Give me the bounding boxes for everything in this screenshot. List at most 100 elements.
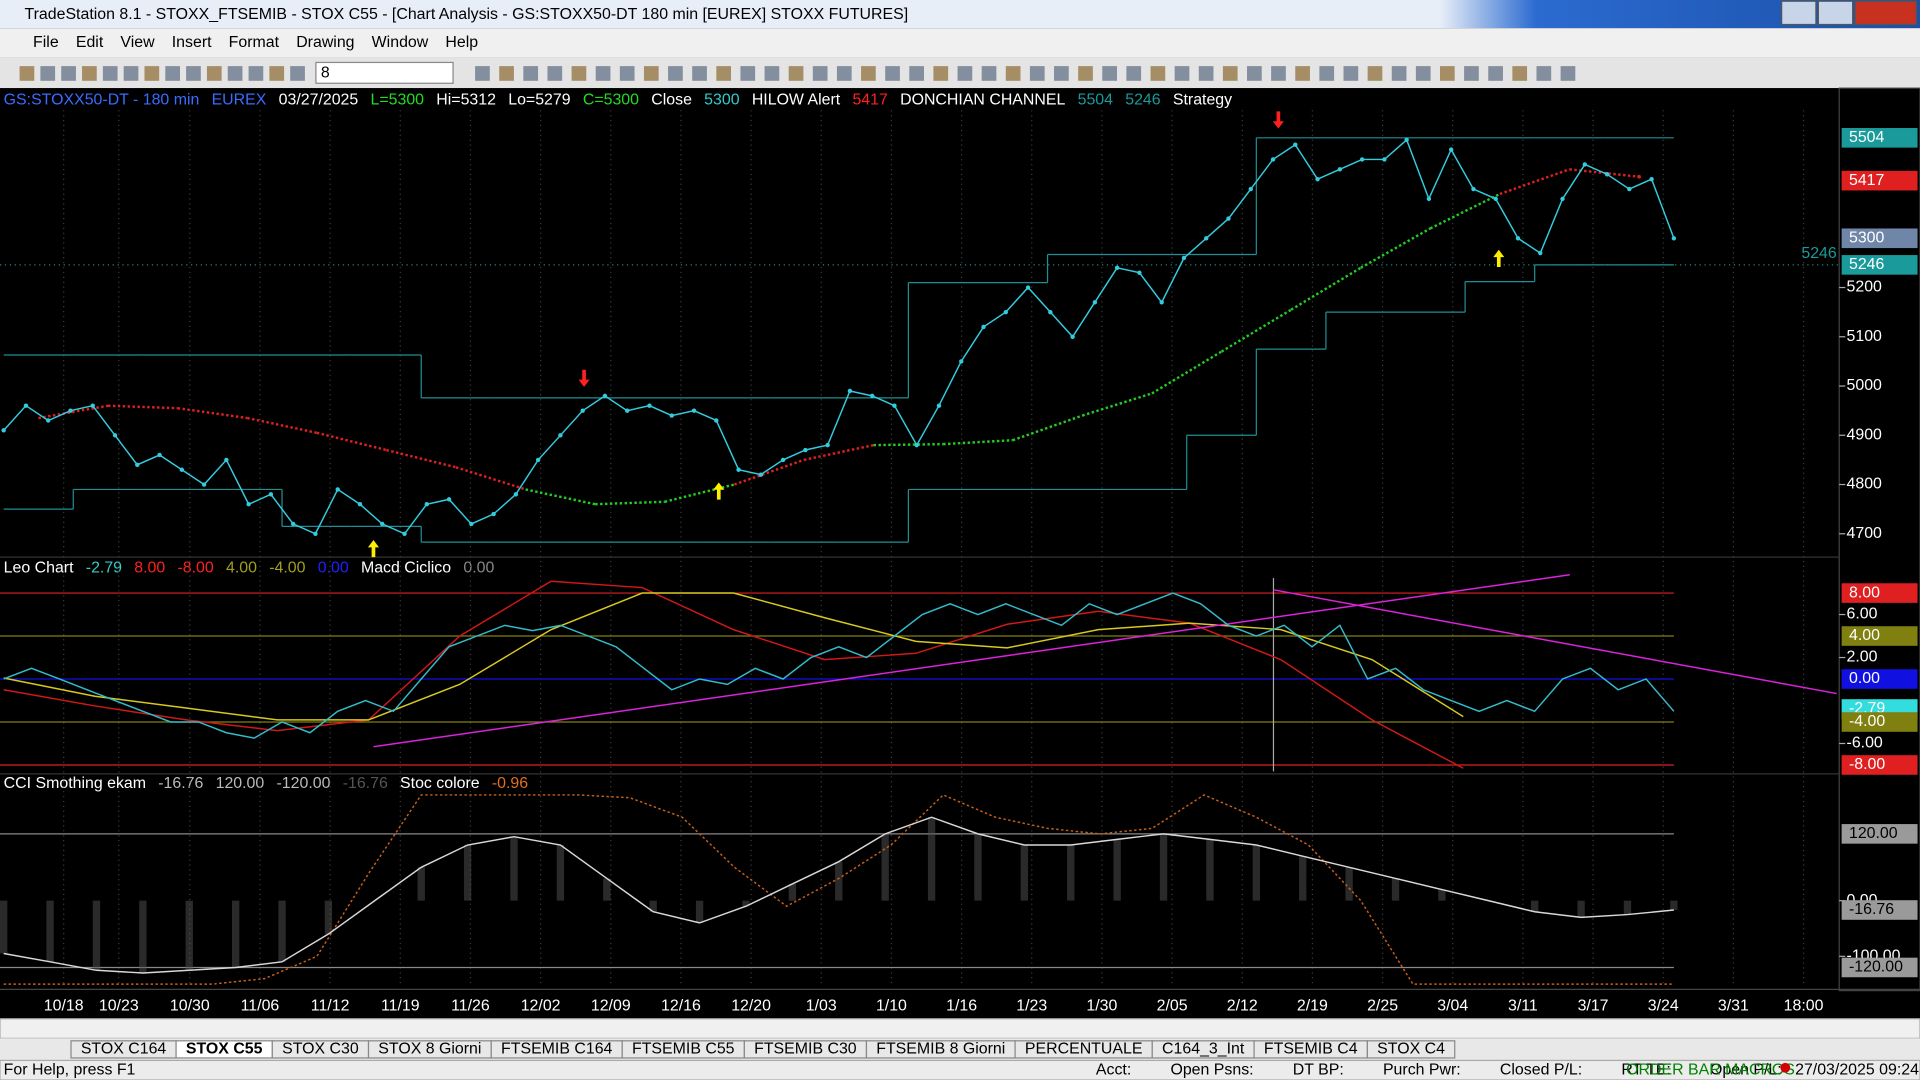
menu-item[interactable]: View <box>120 34 155 51</box>
toolbar-button[interactable] <box>475 66 490 81</box>
toolbar-button[interactable] <box>523 66 539 81</box>
toolbar-button[interactable] <box>1440 66 1455 81</box>
tab-label: FTSEMIB C4 <box>1264 1041 1358 1058</box>
toolbar-button[interactable] <box>290 66 305 81</box>
hilow-segment <box>664 483 735 503</box>
toolbar-button[interactable] <box>499 66 514 81</box>
menu-item[interactable]: Edit <box>76 34 104 51</box>
close-point <box>1003 309 1008 315</box>
status-macros[interactable]: ORDER BAR MACROS <box>1626 1061 1795 1078</box>
tab[interactable] <box>1366 1040 1456 1059</box>
toolbar-button[interactable] <box>909 66 924 81</box>
menu-item[interactable]: Window <box>372 34 429 51</box>
toolbar-button[interactable] <box>19 66 35 81</box>
toolbar-button[interactable] <box>1295 66 1310 81</box>
toolbar-button[interactable] <box>1391 66 1407 81</box>
toolbar-button[interactable] <box>1343 66 1359 81</box>
toolbar-button[interactable] <box>619 66 635 81</box>
x-tick-label: 1/23 <box>1016 998 1047 1015</box>
toolbar-button[interactable] <box>812 66 828 81</box>
toolbar-button[interactable] <box>716 66 732 81</box>
toolbar-button[interactable] <box>1560 66 1576 81</box>
toolbar-button[interactable] <box>643 66 659 81</box>
toolbar-button[interactable] <box>227 66 243 81</box>
tab-label: C164_3_Int <box>1162 1041 1245 1058</box>
minimize-button[interactable] <box>1781 0 1817 26</box>
toolbar-button[interactable] <box>82 66 97 81</box>
close-point <box>1671 236 1677 241</box>
x-tick-label: 2/12 <box>1227 998 1258 1015</box>
value-box-label: 120.00 <box>1849 825 1898 842</box>
toolbar-button[interactable] <box>933 66 949 81</box>
toolbar-button[interactable] <box>764 66 780 81</box>
hilow-segment <box>316 431 387 452</box>
toolbar-button[interactable] <box>1319 66 1335 81</box>
x-tick-label: 12/20 <box>731 998 771 1015</box>
toolbar-button[interactable] <box>1222 66 1238 81</box>
toolbar-button[interactable] <box>144 66 160 81</box>
toolbar-button[interactable] <box>1464 66 1479 81</box>
value-box-label: 4.00 <box>1849 627 1880 644</box>
toolbar-button[interactable] <box>1198 66 1214 81</box>
toolbar-button[interactable] <box>1536 66 1552 81</box>
x-tick-label: 3/17 <box>1578 998 1609 1015</box>
toolbar-button[interactable] <box>1126 66 1142 81</box>
toolbar-button[interactable] <box>957 66 973 81</box>
menu-item[interactable]: Drawing <box>296 34 354 51</box>
toolbar-button[interactable] <box>1078 66 1093 81</box>
status-field: Open Psns: <box>1170 1061 1253 1078</box>
toolbar-button[interactable] <box>61 66 76 81</box>
close-point <box>1070 334 1075 339</box>
tab-label: STOX C55 <box>186 1041 263 1058</box>
toolbar-button[interactable] <box>740 66 756 81</box>
maximize-button[interactable] <box>1817 0 1854 26</box>
toolbar-button[interactable] <box>885 66 900 81</box>
toolbar-button[interactable] <box>1174 66 1190 81</box>
close-point <box>869 393 875 399</box>
toolbar-button[interactable] <box>692 66 707 81</box>
toolbar-button[interactable] <box>1512 66 1528 81</box>
menu-item[interactable]: Insert <box>172 34 212 51</box>
toolbar-button[interactable] <box>40 66 56 81</box>
trendline <box>373 574 1570 748</box>
toolbar-button[interactable] <box>595 66 611 81</box>
toolbar-button[interactable] <box>248 66 264 81</box>
scrollbar[interactable] <box>0 1018 1920 1039</box>
toolbar-button[interactable] <box>571 66 587 81</box>
toolbar-button[interactable] <box>1054 66 1069 81</box>
close-button[interactable] <box>1854 0 1917 26</box>
toolbar-button[interactable] <box>102 66 118 81</box>
toolbar-button[interactable] <box>1367 66 1383 81</box>
toolbar-button[interactable] <box>668 66 683 81</box>
toolbar-button[interactable] <box>1005 66 1021 81</box>
menu-item[interactable]: Help <box>445 34 478 51</box>
interval-combo[interactable] <box>315 61 454 84</box>
toolbar-button[interactable] <box>547 66 563 81</box>
toolbar-button[interactable] <box>206 66 222 81</box>
close-point <box>1649 176 1654 182</box>
toolbar-button[interactable] <box>1102 66 1117 81</box>
close-point <box>1538 250 1543 256</box>
toolbar-button[interactable] <box>1247 66 1262 81</box>
toolbar-button[interactable] <box>123 66 139 81</box>
menu-item[interactable]: Format <box>229 34 280 51</box>
value-box-label: -16.76 <box>1849 901 1894 918</box>
status-field: RT TE: <box>1621 1061 1671 1078</box>
toolbar-button[interactable] <box>981 66 997 81</box>
toolbar-button[interactable] <box>836 66 852 81</box>
toolbar-button[interactable] <box>269 66 285 81</box>
value-box-label: -120.00 <box>1849 959 1903 976</box>
toolbar-button[interactable] <box>186 66 201 81</box>
toolbar-button[interactable] <box>861 66 876 81</box>
menu-item[interactable]: File <box>33 34 59 51</box>
toolbar-button[interactable] <box>1415 66 1431 81</box>
toolbar-button[interactable] <box>1271 66 1286 81</box>
toolbar-button[interactable] <box>165 66 180 81</box>
toolbar-button[interactable] <box>1029 66 1045 81</box>
value-box <box>1841 957 1918 978</box>
toolbar-button[interactable] <box>1488 66 1503 81</box>
toolbar-button[interactable] <box>788 66 804 81</box>
toolbar-button[interactable] <box>1150 66 1166 81</box>
close-point <box>357 502 363 507</box>
close-point <box>68 408 73 413</box>
